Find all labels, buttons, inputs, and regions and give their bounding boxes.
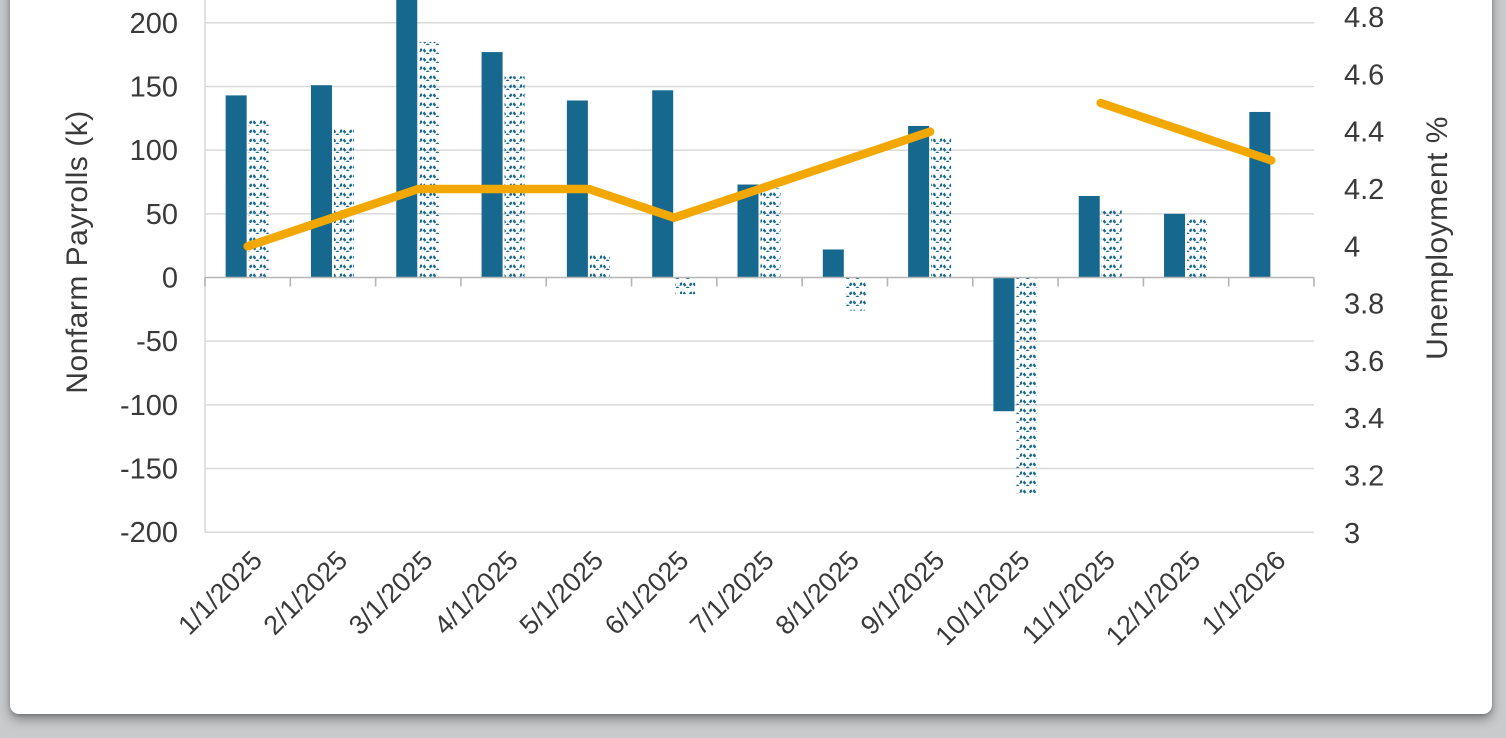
payrolls-bar-solid	[481, 52, 503, 278]
payrolls-bar-solid	[993, 277, 1015, 412]
axis-labels: 200 150 100 50 0 -50 -100 -150 -200 4.8 4.6 4.4 4.2 4…	[120, 2, 1384, 651]
right-axis-tick-label: 3.6	[1344, 346, 1384, 378]
left-axis-tick-label: 100	[130, 135, 178, 167]
payrolls-bar-patterned	[1101, 207, 1122, 278]
left-axis-tick-label: -150	[120, 454, 178, 486]
left-axis-tick-label: -50	[136, 326, 178, 358]
left-axis-tick-label: -100	[120, 390, 178, 422]
payrolls-bar-patterned	[248, 118, 269, 278]
x-axis-date-label: 1/1/2025	[172, 545, 268, 641]
bar-series	[225, 0, 1271, 494]
right-axis-tick-label: 3.8	[1344, 289, 1384, 321]
x-axis-date-label: 6/1/2025	[599, 545, 695, 641]
x-axis-date-label: 2/1/2025	[258, 545, 354, 641]
x-axis-date-label: 7/1/2025	[684, 545, 780, 641]
x-axis-date-label: 10/1/2025	[929, 545, 1035, 651]
left-axis-tick-label: 0	[162, 263, 178, 295]
gridlines	[204, 0, 1314, 533]
payrolls-bar-patterned	[931, 137, 952, 278]
x-axis-date-label: 1/1/2026	[1196, 545, 1292, 641]
payrolls-bar-solid	[908, 125, 930, 278]
payrolls-bar-solid	[1164, 213, 1186, 278]
payrolls-bar-solid	[1078, 195, 1100, 278]
line-series	[243, 98, 1276, 251]
right-axis-tick-label: 3.2	[1344, 461, 1384, 493]
x-axis-date-label: 4/1/2025	[428, 545, 524, 641]
left-axis-tick-label: 150	[130, 71, 178, 103]
right-axis-tick-label: 4.8	[1344, 2, 1384, 34]
x-axis-date-label: 12/1/2025	[1100, 545, 1206, 651]
payrolls-bar-patterned	[845, 277, 866, 311]
right-axis-tick-label: 4	[1344, 231, 1360, 263]
payrolls-bar-solid	[652, 90, 674, 278]
x-axis-date-label: 3/1/2025	[343, 545, 439, 641]
payrolls-bar-patterned	[1187, 217, 1208, 278]
payrolls-bar-patterned	[1016, 277, 1037, 494]
payrolls-bar-patterned	[675, 277, 696, 295]
payrolls-bar-patterned	[504, 76, 525, 278]
payrolls-bar-patterned	[589, 253, 610, 278]
payrolls-bar-patterned	[760, 188, 781, 278]
payrolls-bar-solid	[225, 95, 247, 278]
right-axis-title: Unemployment %	[1421, 116, 1454, 360]
payrolls-bar-patterned	[333, 128, 354, 278]
left-axis-tick-label: 200	[130, 8, 178, 40]
x-axis-date-label: 5/1/2025	[514, 545, 610, 641]
payrolls-bar-solid	[822, 249, 844, 278]
left-axis-tick-label: -200	[120, 517, 178, 549]
payrolls-bar-solid	[396, 0, 418, 278]
payrolls-bar-patterned	[419, 41, 440, 278]
right-axis-tick-label: 4.2	[1344, 174, 1384, 206]
right-axis-tick-label: 3	[1344, 518, 1360, 550]
unemployment-line	[1096, 98, 1276, 165]
payrolls-bar-solid	[737, 184, 759, 278]
right-axis-tick-label: 3.4	[1344, 403, 1384, 435]
payrolls-bar-solid	[1249, 111, 1271, 278]
x-axis	[204, 276, 1315, 287]
right-axis-tick-label: 4.6	[1344, 59, 1384, 91]
payrolls-bar-solid	[310, 85, 332, 278]
x-axis-date-label: 8/1/2025	[770, 545, 866, 641]
unemployment-line	[243, 127, 935, 251]
right-axis-tick-label: 4.4	[1344, 117, 1384, 149]
left-axis-title: Nonfarm Payrolls (k)	[61, 110, 94, 394]
left-axis-tick-label: 50	[146, 199, 178, 231]
